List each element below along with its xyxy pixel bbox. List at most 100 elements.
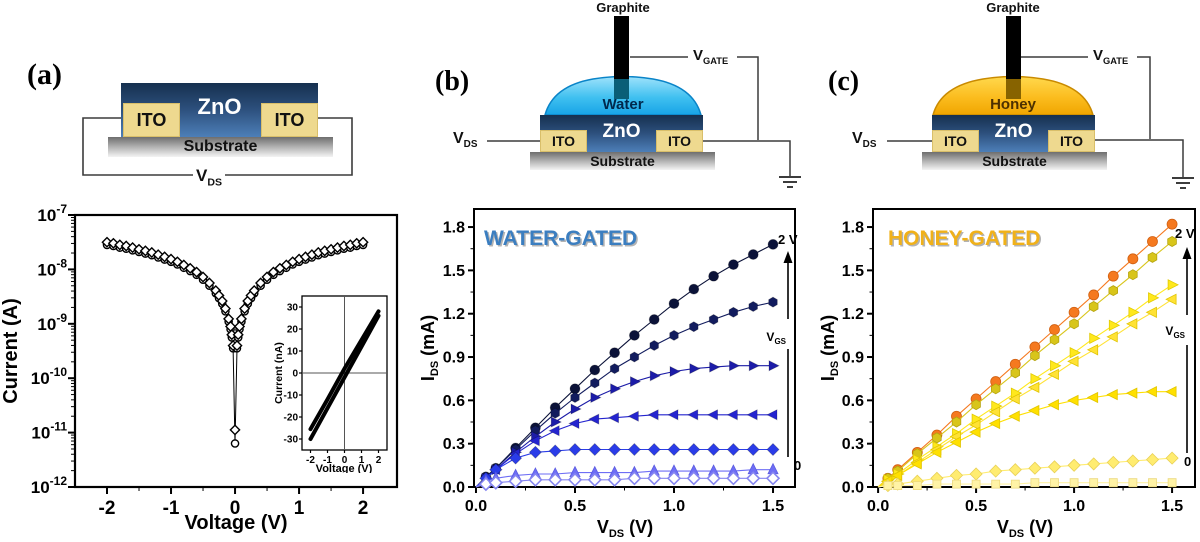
panel-b: (b) Graphite Water ZnO — [420, 0, 810, 542]
svg-text:2: 2 — [358, 498, 369, 519]
graphite-rod — [1006, 16, 1021, 99]
svg-text:VGS: VGS — [1165, 324, 1185, 340]
svg-text:0.9: 0.9 — [842, 350, 864, 367]
svg-text:1.5: 1.5 — [762, 498, 784, 515]
panel-c-wires — [887, 56, 1194, 189]
svg-text:IDS (mA): IDS (mA) — [818, 315, 841, 381]
gate-wire-2 — [737, 56, 759, 140]
graphite-rod-submerged — [614, 79, 629, 99]
svg-text:-20: -20 — [284, 413, 299, 424]
svg-text:0.3: 0.3 — [443, 436, 465, 453]
svg-text:0: 0 — [1184, 454, 1191, 469]
svg-text:1: 1 — [359, 455, 365, 466]
svg-text:20: 20 — [287, 325, 299, 336]
zno-label: ZnO — [197, 94, 242, 119]
vgate-label: VGATE — [690, 47, 732, 66]
series-gate-step-6 — [475, 296, 778, 488]
graphite-label: Graphite — [596, 0, 650, 15]
svg-text:1.0: 1.0 — [663, 498, 685, 515]
zno-label: ZnO — [994, 121, 1033, 142]
vgate-label: VGATE — [1090, 47, 1132, 66]
svg-text:Current (nA): Current (nA) — [273, 342, 285, 404]
svg-text:1.0: 1.0 — [1063, 498, 1085, 515]
svg-text:1.2: 1.2 — [443, 306, 465, 323]
svg-text:30: 30 — [287, 303, 299, 314]
svg-text:10-11: 10-11 — [31, 420, 67, 443]
vds-label: VDS — [453, 130, 478, 151]
output-chart-water: 0.0 0.3 0.6 0.9 1.2 1.5 1.8 0.0 0.5 1.0 1.5 VDS (V)… — [420, 208, 801, 540]
svg-text:0.0: 0.0 — [842, 480, 864, 497]
svg-text:0.0: 0.0 — [465, 498, 487, 515]
svg-text:-2: -2 — [99, 498, 116, 519]
panel-c: (c) Graphite Honey ZnO ITO — [810, 0, 1200, 542]
svg-text:0.0: 0.0 — [443, 480, 465, 497]
svg-text:-2: -2 — [306, 455, 315, 466]
svg-text:Current (A): Current (A) — [0, 298, 22, 404]
panel-a: (a) ZnO ITO ITO Substrate VDS 10-7 10-8 10… — [0, 0, 420, 542]
svg-text:IDS (mA): IDS (mA) — [420, 315, 441, 381]
svg-text:10-7: 10-7 — [37, 202, 67, 225]
series-gate-step-7 — [475, 238, 779, 488]
ground-icon — [779, 176, 801, 188]
substrate: Substrate — [530, 152, 715, 170]
panel-b-wires — [487, 56, 801, 188]
output-chart-honey: 0.0 0.3 0.6 0.9 1.2 1.5 1.8 0.0 0.5 1.0 1.5 VDS (V)… — [818, 208, 1196, 540]
svg-text:WATER-GATED: WATER-GATED — [486, 229, 639, 252]
svg-text:HONEY-GATED: HONEY-GATED — [890, 229, 1042, 252]
series-gate-step-1 — [475, 471, 781, 492]
ground-icon — [1172, 177, 1194, 189]
vds-label: VDS — [852, 130, 877, 151]
svg-text:0.6: 0.6 — [443, 393, 465, 410]
svg-text:-1: -1 — [323, 455, 332, 466]
svg-text:VGS: VGS — [766, 330, 786, 346]
svg-text:0.9: 0.9 — [443, 350, 465, 367]
gate-wire-2 — [1137, 56, 1151, 139]
svg-text:WATER-GATED: WATER-GATED — [484, 227, 637, 250]
svg-text:1.8: 1.8 — [842, 220, 864, 237]
panel-b-tag: (b) — [435, 66, 470, 97]
drain-wire — [703, 140, 791, 176]
series-gate-step-3 — [877, 386, 1177, 488]
svg-text:10-8: 10-8 — [37, 256, 67, 279]
svg-text:1.2: 1.2 — [842, 306, 864, 323]
svg-text:0.3: 0.3 — [842, 436, 864, 453]
svg-text:-1: -1 — [163, 498, 180, 519]
series-gate-step-5 — [475, 360, 780, 488]
svg-text:Voltage (V): Voltage (V) — [316, 463, 373, 473]
svg-text:1.5: 1.5 — [1161, 498, 1183, 515]
svg-text:Voltage (V): Voltage (V) — [185, 512, 288, 534]
svg-text:0.5: 0.5 — [965, 498, 987, 515]
series-gate-step-3 — [475, 442, 780, 488]
svg-text:0: 0 — [230, 498, 241, 519]
graphite-rod — [614, 16, 629, 99]
svg-text:-30: -30 — [284, 435, 299, 446]
series-sweep-diamonds — [101, 236, 369, 436]
liquid-label: Water — [602, 96, 644, 113]
svg-text:0: 0 — [342, 455, 348, 466]
svg-text:1: 1 — [294, 498, 305, 519]
ito-left: ITO — [932, 130, 979, 152]
ito-left: ITO — [123, 103, 180, 137]
series-gate-step-5 — [877, 279, 1179, 488]
ito-left: ITO — [540, 130, 587, 152]
series-gate-step-1 — [878, 478, 1177, 491]
ito-right: ITO — [1048, 130, 1095, 152]
substrate: Substrate — [922, 152, 1107, 170]
vds-label: VDS — [193, 166, 225, 189]
panel-a-tag: (a) — [27, 58, 62, 91]
liquid-label: Honey — [990, 96, 1036, 113]
svg-text:0: 0 — [292, 369, 298, 380]
svg-text:2: 2 — [376, 455, 382, 466]
svg-text:2 V: 2 V — [1175, 226, 1195, 241]
svg-text:10-9: 10-9 — [37, 311, 67, 334]
panel-c-tag: (c) — [828, 66, 860, 97]
svg-text:0.5: 0.5 — [564, 498, 586, 515]
svg-text:0.0: 0.0 — [867, 498, 889, 515]
graphite-label: Graphite — [986, 0, 1040, 15]
substrate: Substrate — [108, 137, 333, 157]
ito-right: ITO — [261, 103, 318, 137]
svg-text:VDS (V): VDS (V) — [597, 517, 653, 540]
